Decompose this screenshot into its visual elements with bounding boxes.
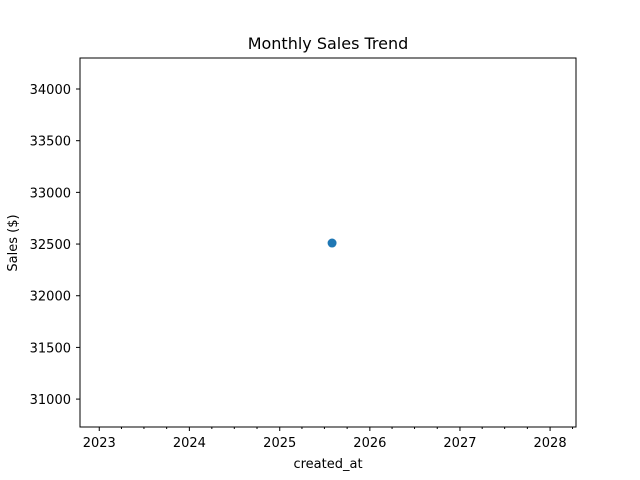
y-tick-label: 32500: [30, 238, 71, 253]
data-point: [328, 239, 337, 248]
x-tick-label: 2028: [534, 436, 567, 451]
y-axis-label: Sales ($): [6, 214, 21, 271]
x-tick-label: 2023: [83, 436, 116, 451]
x-tick-label: 2027: [443, 436, 476, 451]
x-tick-label: 2025: [263, 436, 296, 451]
x-tick-label: 2026: [353, 436, 386, 451]
y-tick-label: 32000: [30, 290, 71, 305]
y-tick-label: 31500: [30, 341, 71, 356]
y-tick-label: 33000: [30, 186, 71, 201]
y-tick-label: 31000: [30, 393, 71, 408]
chart-title: Monthly Sales Trend: [248, 34, 409, 53]
y-tick-label: 34000: [30, 83, 71, 98]
x-axis-label: created_at: [293, 457, 362, 472]
x-tick-label: 2024: [173, 436, 206, 451]
y-tick-label: 33500: [30, 135, 71, 150]
